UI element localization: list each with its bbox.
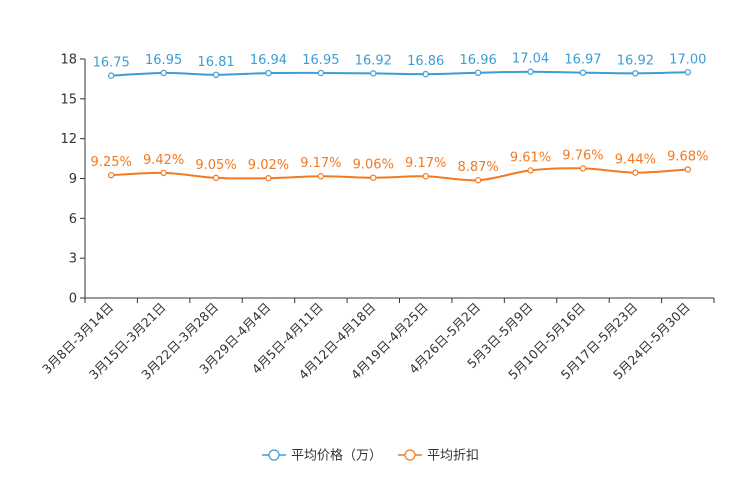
- data-label: 16.81: [197, 55, 234, 70]
- data-point: [317, 173, 325, 180]
- legend-label: 平均价格（万）: [291, 448, 382, 464]
- series-line: [111, 70, 688, 77]
- data-point: [370, 70, 377, 77]
- y-tick-label: 0: [69, 292, 77, 307]
- data-label: 9.42%: [143, 153, 184, 168]
- y-tick-label: 3: [69, 252, 77, 267]
- data-point: [422, 70, 429, 78]
- data-label: 9.61%: [510, 150, 551, 165]
- series-2: 9.25% 9.42% 9.05% 9.02% 9.17% 9.06% 9.17% 8.87%…: [91, 148, 708, 184]
- y-tick-label: 12: [60, 132, 77, 147]
- data-label: 16.95: [145, 53, 182, 68]
- data-label: 9.05%: [195, 158, 236, 173]
- axes: 03691215183月8日-3月14日3月15日-3月21日3月22日-3月2…: [39, 53, 715, 382]
- legend-marker-icon: [404, 449, 416, 461]
- data-label: 9.02%: [248, 158, 289, 173]
- data-point: [422, 173, 429, 180]
- data-point: [265, 175, 272, 182]
- data-point: [579, 69, 587, 76]
- data-point: [212, 174, 220, 182]
- legend-label: 平均折扣: [427, 449, 479, 464]
- data-point: [160, 69, 167, 77]
- legend[interactable]: 平均价格（万） 平均折扣: [262, 448, 479, 464]
- series-line: [111, 167, 688, 182]
- data-label: 16.95: [302, 53, 339, 68]
- data-label: 9.25%: [91, 155, 132, 170]
- data-label: 9.76%: [562, 148, 603, 163]
- data-point: [632, 70, 639, 77]
- data-point: [474, 69, 482, 77]
- y-tick-label: 6: [69, 212, 77, 227]
- data-point: [632, 169, 639, 176]
- legend-item-1[interactable]: 平均价格（万）: [262, 448, 382, 464]
- data-label: 9.17%: [405, 156, 446, 171]
- data-label: 16.86: [407, 54, 444, 69]
- data-point: [579, 165, 587, 172]
- data-point: [474, 177, 482, 184]
- data-label: 17.00: [669, 52, 706, 67]
- data-point: [160, 169, 167, 177]
- data-label: 16.92: [355, 53, 392, 68]
- series-layer: 16.75 16.95 16.81 16.94 16.95 16.92 16.86 16.96…: [91, 52, 708, 184]
- data-point: [108, 72, 115, 79]
- y-tick-label: 18: [60, 53, 77, 68]
- legend-item-2[interactable]: 平均折扣: [398, 449, 479, 464]
- data-point: [317, 69, 325, 77]
- data-point: [527, 68, 534, 75]
- data-label: 9.06%: [353, 158, 394, 173]
- legend-marker-icon: [268, 449, 280, 461]
- data-label: 17.04: [512, 52, 549, 67]
- data-point: [370, 174, 377, 181]
- data-label: 8.87%: [457, 160, 498, 175]
- y-tick-label: 9: [69, 172, 77, 187]
- data-point: [684, 69, 691, 76]
- data-label: 16.97: [564, 53, 601, 68]
- data-label: 16.75: [93, 56, 130, 71]
- data-point: [212, 71, 220, 79]
- data-label: 9.44%: [615, 153, 656, 168]
- data-point: [527, 167, 534, 174]
- data-point: [108, 171, 115, 179]
- data-label: 9.17%: [300, 156, 341, 171]
- y-tick-label: 15: [60, 92, 77, 107]
- data-label: 16.94: [250, 53, 287, 68]
- data-label: 16.96: [460, 53, 497, 68]
- data-point: [265, 69, 272, 77]
- data-label: 16.92: [617, 53, 654, 68]
- series-1: 16.75 16.95 16.81 16.94 16.95 16.92 16.86 16.96…: [93, 52, 706, 79]
- data-point: [684, 166, 691, 173]
- data-label: 9.68%: [667, 149, 708, 164]
